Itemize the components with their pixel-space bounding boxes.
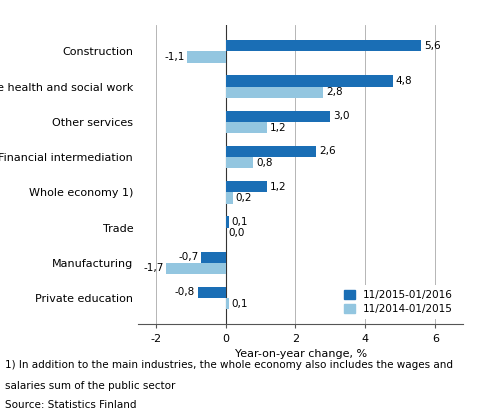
Bar (225, 181, 268, 192)
Bar (198, 287, 225, 298)
Bar (225, 75, 393, 87)
Text: salaries sum of the public sector: salaries sum of the public sector (5, 381, 176, 391)
Text: 2,6: 2,6 (319, 146, 336, 156)
Bar (225, 87, 323, 98)
Text: 0,0: 0,0 (228, 228, 245, 238)
Bar (225, 157, 253, 168)
Text: 0,1: 0,1 (231, 299, 248, 309)
Text: 4,8: 4,8 (396, 76, 413, 86)
Bar (166, 263, 225, 274)
Bar (201, 252, 225, 263)
Text: 0,2: 0,2 (235, 193, 251, 203)
Text: 1,2: 1,2 (270, 122, 286, 133)
Text: 1) In addition to the main industries, the whole economy also includes the wages: 1) In addition to the main industries, t… (5, 360, 453, 370)
Text: Source: Statistics Finland: Source: Statistics Finland (5, 400, 137, 410)
Text: 1,2: 1,2 (270, 182, 286, 192)
X-axis label: Year-on-year change, %: Year-on-year change, % (235, 349, 367, 359)
Text: 3,0: 3,0 (333, 111, 350, 121)
Bar (225, 40, 422, 52)
Text: 0,1: 0,1 (231, 217, 248, 227)
Bar (225, 146, 317, 157)
Text: -0,8: -0,8 (175, 287, 195, 297)
Bar (225, 122, 268, 133)
Text: 5,6: 5,6 (424, 41, 441, 51)
Bar (187, 52, 225, 63)
Bar (225, 216, 229, 228)
Legend: 11/2015-01/2016, 11/2014-01/2015: 11/2015-01/2016, 11/2014-01/2015 (339, 285, 458, 319)
Text: -0,7: -0,7 (178, 252, 199, 262)
Text: 0,8: 0,8 (256, 158, 273, 168)
Text: -1,7: -1,7 (143, 263, 164, 273)
Bar (225, 111, 330, 122)
Bar (225, 192, 233, 203)
Text: -1,1: -1,1 (164, 52, 184, 62)
Bar (225, 298, 229, 310)
Text: 2,8: 2,8 (326, 87, 343, 97)
